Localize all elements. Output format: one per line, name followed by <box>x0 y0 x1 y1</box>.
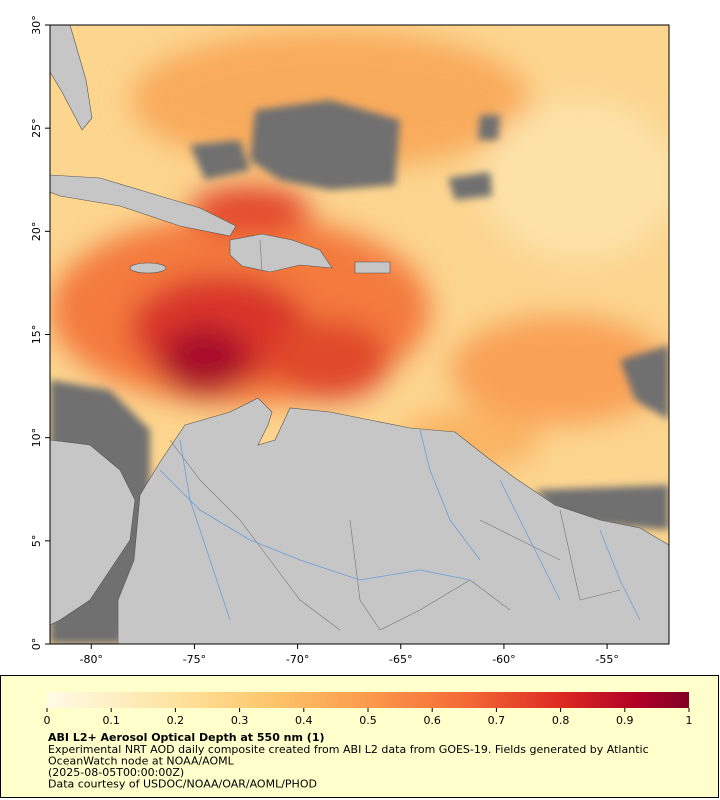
x-tick-label: -65° <box>389 653 412 666</box>
y-tick-label: 5° <box>30 535 43 548</box>
x-tick-label: -70° <box>286 653 309 666</box>
colorbar <box>47 692 689 708</box>
caption-line: OceanWatch node at NOAA/AOML <box>48 755 235 768</box>
caption-line: Experimental NRT AOD daily composite cre… <box>48 743 649 756</box>
y-tick-label: 0° <box>30 638 43 651</box>
y-tick-label: 15° <box>30 325 43 345</box>
colorbar-tick-label: 0.9 <box>616 714 634 727</box>
colorbar-tick-label: 0.6 <box>423 714 441 727</box>
y-tick-label: 25° <box>30 118 43 138</box>
colorbar-tick-label: 0.8 <box>552 714 570 727</box>
land <box>50 25 669 644</box>
colorbar-tick-label: 0.2 <box>167 714 185 727</box>
y-tick-label: 20° <box>30 222 43 242</box>
colorbar-tick-label: 0.7 <box>488 714 506 727</box>
colorbar-tick-label: 0.1 <box>102 714 120 727</box>
x-tick-label: -80° <box>80 653 103 666</box>
x-tick-label: -55° <box>595 653 618 666</box>
x-tick-label: -60° <box>492 653 515 666</box>
colorbar-tick-label: 0.3 <box>231 714 249 727</box>
colorbar-tick-label: 0.4 <box>295 714 313 727</box>
colorbar-tick-label: 0 <box>44 714 51 727</box>
legend-title: ABI L2+ Aerosol Optical Depth at 550 nm … <box>48 731 325 744</box>
x-tick-label: -75° <box>183 653 206 666</box>
caption-line: Data courtesy of USDOC/NOAA/OAR/AOML/PHO… <box>48 778 317 791</box>
y-tick-label: 30° <box>30 15 43 35</box>
caption-line: (2025-08-05T00:00:00Z) <box>48 766 184 779</box>
y-tick-label: 10° <box>30 428 43 448</box>
map <box>50 25 669 644</box>
colorbar-tick-label: 1 <box>686 714 693 727</box>
colorbar-tick-label: 0.5 <box>359 714 377 727</box>
